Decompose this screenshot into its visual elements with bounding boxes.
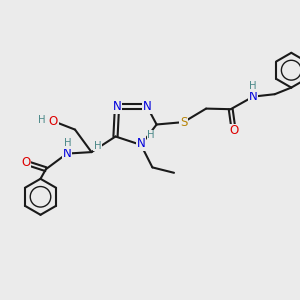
Text: N: N <box>249 90 258 103</box>
Text: S: S <box>180 116 187 129</box>
Text: N: N <box>136 137 146 150</box>
Text: N: N <box>142 100 152 113</box>
Text: H: H <box>38 115 45 125</box>
Text: H: H <box>64 138 71 148</box>
Text: H: H <box>148 130 155 140</box>
Text: H: H <box>249 81 256 92</box>
Text: O: O <box>229 124 238 137</box>
Text: N: N <box>62 147 71 160</box>
Text: O: O <box>21 156 30 169</box>
Text: O: O <box>49 115 58 128</box>
Text: N: N <box>112 100 122 113</box>
Text: H: H <box>94 140 101 151</box>
